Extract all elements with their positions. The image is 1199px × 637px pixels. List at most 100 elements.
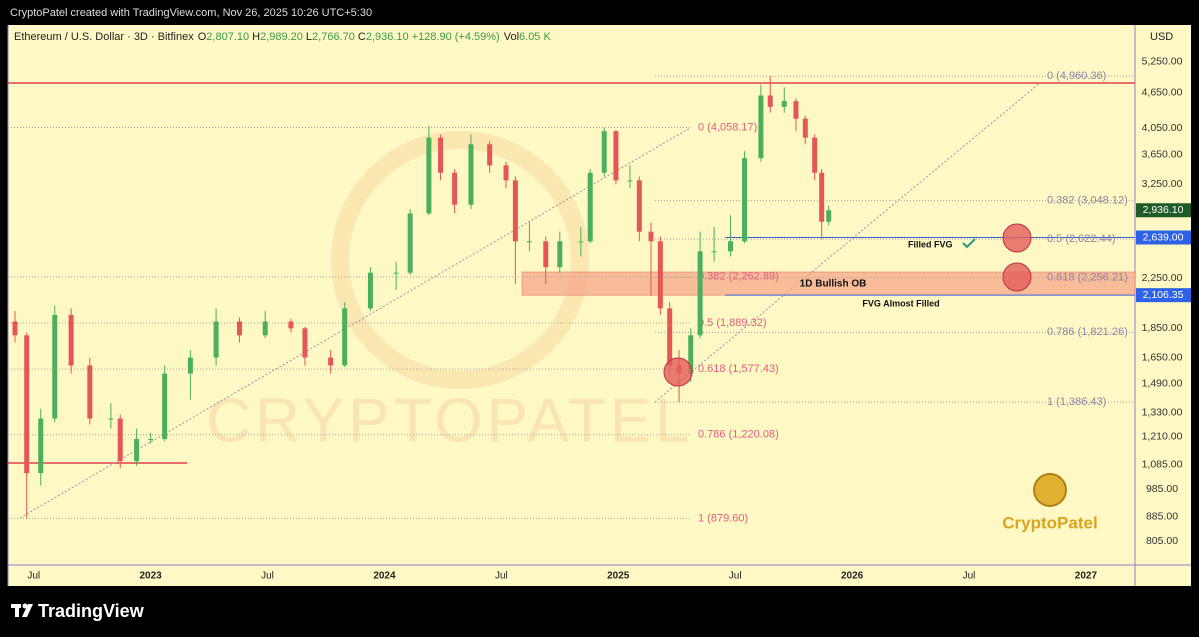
candle-body	[38, 418, 44, 474]
watermark: CRYPTOPATEL	[206, 386, 693, 455]
plot-background	[8, 25, 1191, 586]
candle-body	[134, 438, 140, 462]
y-tick-label: 3,650.00	[1142, 148, 1183, 160]
candle-body	[407, 213, 413, 273]
price-tag	[1136, 230, 1191, 245]
candle-body	[503, 165, 509, 181]
fib-label: 0.618 (2,256.21)	[1047, 271, 1128, 283]
bottom-bar	[0, 587, 1199, 637]
y-tick-label: 4,050.00	[1142, 122, 1183, 134]
candle-body	[52, 314, 58, 419]
zone-marker	[1002, 262, 1032, 292]
attribution: CryptoPatel created with TradingView.com…	[10, 7, 372, 19]
currency: USD	[1150, 31, 1173, 43]
ohlc-key: L	[305, 31, 313, 43]
x-tick-label: Jul	[27, 571, 40, 582]
y-tick-label: 1,330.00	[1142, 406, 1183, 418]
candle-body	[526, 241, 532, 243]
fib-label: 0.382 (2,262.89)	[698, 271, 779, 283]
price-tag-label: 2,106.35	[1143, 289, 1184, 301]
x-tick-label: Jul	[963, 571, 976, 582]
volume-value: 6.05 K	[519, 31, 551, 43]
candle-body	[587, 172, 593, 242]
candle-body	[578, 241, 584, 243]
candle-body	[627, 180, 633, 182]
candle-body	[601, 131, 607, 173]
candle-body	[758, 95, 764, 159]
check-mark	[962, 238, 976, 249]
zone-marker	[1002, 223, 1032, 253]
candle-body	[543, 241, 549, 268]
candle-body	[236, 321, 242, 336]
price-tag	[1136, 203, 1191, 218]
candle-body	[793, 101, 799, 119]
candle-body	[213, 321, 219, 358]
candle-body	[512, 180, 518, 242]
candle-body	[697, 251, 703, 336]
tv-logo	[11, 603, 33, 617]
ohlc-key: O	[197, 31, 207, 43]
candle-body	[557, 241, 563, 268]
y-tick-label: 1,650.00	[1142, 351, 1183, 363]
candle-body	[727, 241, 733, 252]
x-tick-label: 2024	[373, 571, 396, 582]
candle-body	[636, 180, 642, 232]
fib-label: 1 (1,386.43)	[1047, 396, 1106, 408]
fib-label: 0.786 (1,821.26)	[1047, 326, 1128, 338]
logo: CryptoPatel	[1002, 513, 1097, 532]
ohlc-value: 2,766.70	[312, 31, 355, 43]
ohlc-key: H	[252, 31, 261, 43]
fib-label: 0 (4,960.36)	[1047, 70, 1106, 82]
candle-body	[117, 418, 123, 462]
candle-body	[613, 131, 619, 181]
logo-coin	[1033, 473, 1067, 507]
trendline	[654, 82, 1041, 403]
x-tick-label: Jul	[495, 571, 508, 582]
header: Ethereum / U.S. Dollar · 3D · Bitfinex O2…	[14, 31, 551, 43]
ohlc-value: 2,936.10	[365, 31, 409, 43]
fib-label: 0.786 (1,220.08)	[698, 429, 779, 441]
top-bar	[0, 0, 1199, 25]
candle-body	[487, 144, 493, 166]
annotation: 1D Bullish OB	[800, 279, 867, 290]
candle-body	[426, 137, 432, 214]
x-tick-label: 2023	[140, 571, 163, 582]
candle-body	[826, 210, 832, 222]
candle-body	[288, 321, 294, 329]
y-tick-label: 1,490.00	[1142, 377, 1183, 389]
ohlc-value: 2,807.10	[206, 31, 250, 43]
candle-body	[781, 101, 787, 107]
y-tick-label: 2,250.00	[1142, 272, 1183, 284]
candle-body	[12, 321, 18, 336]
candle-body	[367, 272, 373, 309]
candle-body	[187, 357, 193, 374]
candle-body	[742, 158, 748, 242]
candle-body	[812, 137, 818, 173]
annotation: FVG Almost Filled	[862, 298, 939, 308]
candle-body	[767, 95, 773, 107]
volume-key: Vol	[503, 31, 520, 43]
x-tick-label: Jul	[261, 571, 274, 582]
y-tick-label: 3,250.00	[1142, 178, 1183, 190]
ohlc-value: 2,989.20	[260, 31, 303, 43]
watermark-ring	[331, 131, 589, 389]
candle-body	[108, 418, 114, 420]
trendline	[19, 127, 691, 519]
y-tick-label: 5,250.00	[1142, 55, 1183, 67]
candle-body	[328, 357, 334, 366]
candle-body	[657, 241, 663, 309]
price-tag-label: 2,639.00	[1143, 231, 1184, 243]
brand: TradingView	[38, 601, 145, 621]
fib-label: 0.382 (3,048.12)	[1047, 195, 1128, 207]
candle-body	[819, 172, 825, 222]
candle-body	[711, 251, 717, 253]
y-tick-label: 1,085.00	[1142, 459, 1183, 471]
y-tick-label: 885.00	[1146, 511, 1178, 523]
candle-body	[87, 365, 93, 419]
zone-marker	[663, 357, 693, 387]
fib-label: 0.5 (1,889.32)	[698, 317, 767, 329]
candle-body	[262, 321, 268, 336]
candle-body	[162, 373, 168, 439]
